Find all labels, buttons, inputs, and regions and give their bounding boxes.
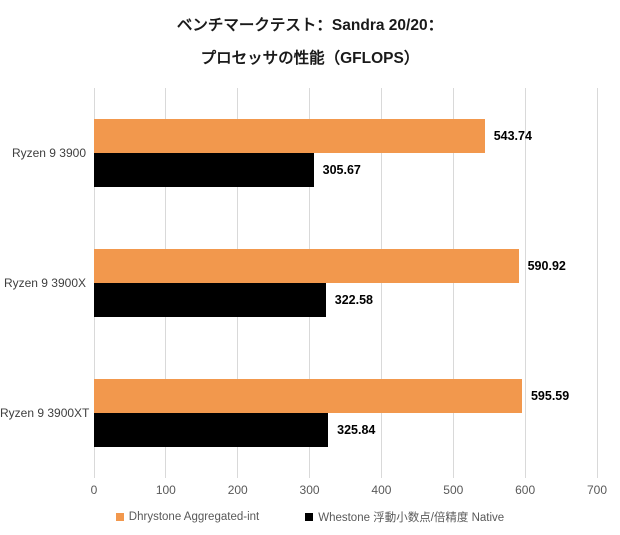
legend-swatch-series2-icon bbox=[305, 513, 314, 521]
value-label: 543.74 bbox=[493, 129, 532, 143]
legend-item-series1: Dhrystone Aggregated-int bbox=[115, 511, 260, 523]
x-tick-label: 600 bbox=[515, 483, 536, 497]
bar-series1 bbox=[94, 379, 522, 413]
legend-item-series2: Whestone 浮動小数点/倍精度 Native bbox=[305, 509, 504, 525]
category-label: Ryzen 9 3900 bbox=[11, 146, 86, 160]
value-label: 590.92 bbox=[527, 259, 566, 273]
category-label: Ryzen 9 3900X bbox=[3, 276, 86, 290]
legend-label-series1: Dhrystone Aggregated-int bbox=[128, 511, 260, 523]
value-label: 322.58 bbox=[334, 293, 374, 307]
legend-label-series2: Whestone 浮動小数点/倍精度 Native bbox=[318, 512, 505, 524]
bar-series1 bbox=[94, 119, 485, 153]
plot-area: 543.74 305.67 590.92 322.58 595.59 325.84 bbox=[93, 88, 598, 478]
x-tick-label: 100 bbox=[155, 483, 176, 497]
value-label: 595.59 bbox=[530, 389, 570, 403]
x-tick-label: 500 bbox=[443, 483, 464, 497]
x-tick-label: 400 bbox=[371, 483, 392, 497]
chart-title-line2: プロセッサの性能（GFLOPS） bbox=[200, 50, 420, 67]
bar-series2 bbox=[94, 413, 329, 447]
category-label: Ryzen 9 3900XT bbox=[0, 406, 90, 420]
gridline bbox=[524, 88, 526, 478]
legend: Dhrystone Aggregated-int Whestone 浮動小数点/… bbox=[0, 509, 620, 525]
gridline bbox=[380, 88, 382, 478]
chart-title-line1: ベンチマークテスト：Sandra 20/20： bbox=[176, 17, 444, 34]
x-tick-label: 300 bbox=[299, 483, 320, 497]
bar-series1 bbox=[94, 249, 519, 283]
gridline bbox=[452, 88, 454, 478]
bar-series2 bbox=[94, 283, 326, 317]
chart-title: ベンチマークテスト：Sandra 20/20： プロセッサの性能（GFLOPS） bbox=[0, 9, 620, 75]
x-tick-label: 200 bbox=[227, 483, 248, 497]
value-label: 305.67 bbox=[322, 163, 361, 177]
bar-series2 bbox=[94, 153, 314, 187]
gridline bbox=[596, 88, 598, 478]
legend-swatch-series1-icon bbox=[115, 513, 124, 521]
x-tick-label: 700 bbox=[586, 483, 608, 497]
value-label: 325.84 bbox=[337, 423, 376, 437]
x-tick-label: 0 bbox=[90, 483, 98, 497]
